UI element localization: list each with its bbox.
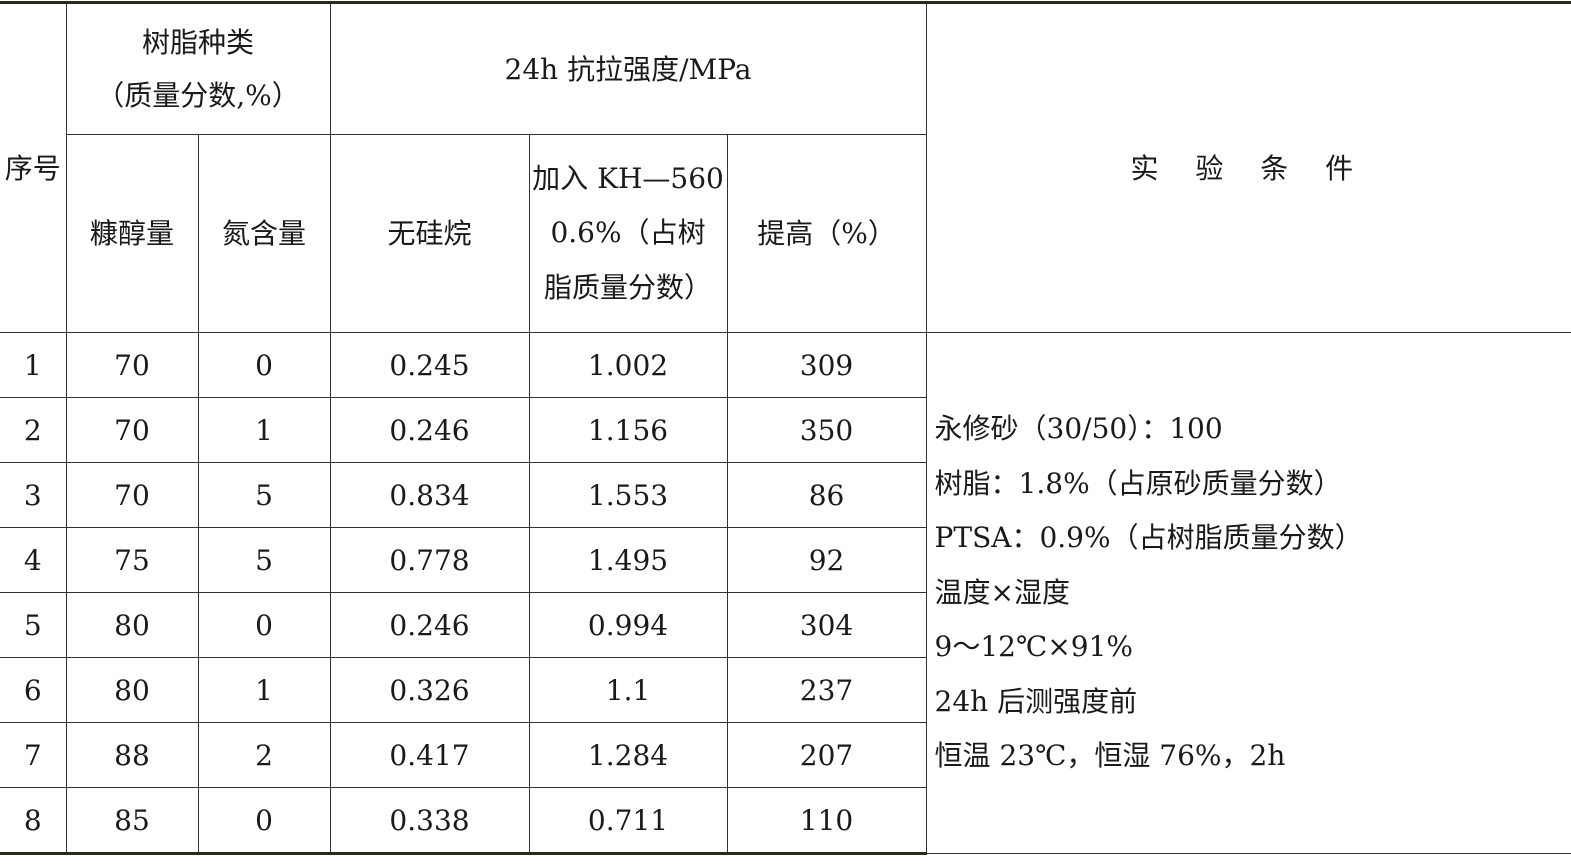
header-kh560-line1: 加入 KH—560: [532, 161, 724, 195]
cell-furfuryl: 80: [65, 592, 199, 658]
table-row: 1 70 0 0.245 1.002 309 永修砂（30/50）：100 树脂：1.8%（占…: [0, 332, 1571, 854]
cell-no-silane: 0.417: [329, 722, 530, 788]
cell-increase: 304: [726, 592, 927, 658]
cell-increase: 207: [726, 722, 927, 788]
cell-no: 6: [0, 657, 67, 723]
cell-no: 7: [0, 722, 67, 788]
header-furfuryl: 糠醇量: [65, 134, 199, 333]
cell-no-silane: 0.326: [329, 657, 530, 723]
header-resin-type: 树脂种类 （质量分数,%）: [65, 1, 331, 135]
cell-nitrogen: 5: [197, 527, 331, 593]
cell-increase: 92: [726, 527, 927, 593]
conditions-cell: 永修砂（30/50）：100 树脂：1.8%（占原砂质量分数） PTSA：0.9%（…: [925, 332, 1571, 854]
cell-kh560: 1.156: [528, 397, 728, 463]
cell-nitrogen: 5: [197, 462, 331, 528]
cell-kh560: 0.711: [528, 787, 728, 855]
cell-no-silane: 0.338: [329, 787, 530, 855]
table-row: 2 70 1 0.246 1.156 350: [0, 397, 1571, 463]
cell-furfuryl: 80: [65, 657, 199, 723]
cell-increase: 309: [726, 332, 927, 398]
condition-line: 24h 后测强度前: [934, 684, 1138, 718]
cell-kh560: 1.284: [528, 722, 728, 788]
cell-nitrogen: 0: [197, 787, 331, 855]
cell-no: 2: [0, 397, 67, 463]
cell-no: 3: [0, 462, 67, 528]
cell-furfuryl: 85: [65, 787, 199, 855]
header-no-silane: 无硅烷: [329, 134, 530, 333]
header-nitrogen: 氮含量: [197, 134, 331, 333]
condition-line: 温度×湿度: [934, 575, 1071, 609]
cell-kh560: 0.994: [528, 592, 728, 658]
condition-line: 永修砂（30/50）：100: [934, 412, 1223, 446]
table-row: 4 75 5 0.778 1.495 92: [0, 527, 1571, 593]
cell-kh560: 1.1: [528, 657, 728, 723]
cell-kh560: 1.495: [528, 527, 728, 593]
cell-furfuryl: 88: [65, 722, 199, 788]
cell-furfuryl: 70: [65, 397, 199, 463]
cell-increase: 350: [726, 397, 927, 463]
condition-line: 树脂：1.8%（占原砂质量分数）: [934, 466, 1342, 500]
table-row: 7 88 2 0.417 1.284 207: [0, 722, 1571, 788]
cell-increase: 86: [726, 462, 927, 528]
cell-kh560: 1.002: [528, 332, 728, 398]
cell-no-silane: 0.246: [329, 592, 530, 658]
header-kh560-line2: 0.6%（占树: [550, 216, 706, 250]
cell-nitrogen: 1: [197, 397, 331, 463]
cell-furfuryl: 70: [65, 462, 199, 528]
header-resin-type-line1: 树脂种类: [142, 25, 255, 59]
header-strength: 24h 抗拉强度/MPa: [329, 1, 927, 135]
header-conditions: 实 验 条 件: [925, 1, 1571, 333]
condition-line: PTSA：0.9%（占树脂质量分数）: [934, 521, 1363, 555]
cell-furfuryl: 70: [65, 332, 199, 398]
cell-no: 5: [0, 592, 67, 658]
header-increase: 提高（%）: [726, 134, 927, 333]
cell-nitrogen: 2: [197, 722, 331, 788]
cell-no-silane: 0.246: [329, 397, 530, 463]
cell-no-silane: 0.778: [329, 527, 530, 593]
condition-line: 恒温 23℃，恒湿 76%，2h: [934, 739, 1286, 773]
cell-no-silane: 0.245: [329, 332, 530, 398]
condition-line: 9～12℃×91%: [934, 630, 1134, 664]
header-kh560-line3: 脂质量分数）: [544, 270, 713, 304]
table-row: 5 80 0 0.246 0.994 304: [0, 592, 1571, 658]
cell-kh560: 1.553: [528, 462, 728, 528]
cell-nitrogen: 0: [197, 332, 331, 398]
cell-no: 1: [0, 332, 67, 398]
cell-no: 4: [0, 527, 67, 593]
cell-nitrogen: 1: [197, 657, 331, 723]
cell-no-silane: 0.834: [329, 462, 530, 528]
cell-increase: 237: [726, 657, 927, 723]
table-row: 8 85 0 0.338 0.711 110: [0, 787, 1571, 855]
header-resin-type-line2: （质量分数,%）: [96, 79, 300, 112]
table-row: 3 70 5 0.834 1.553 86: [0, 462, 1571, 528]
header-kh560: 加入 KH—560 0.6%（占树 脂质量分数）: [528, 134, 728, 333]
cell-increase: 110: [726, 787, 927, 855]
cell-no: 8: [0, 787, 67, 855]
header-index: 序号: [0, 1, 67, 333]
cell-furfuryl: 75: [65, 527, 199, 593]
cell-nitrogen: 0: [197, 592, 331, 658]
